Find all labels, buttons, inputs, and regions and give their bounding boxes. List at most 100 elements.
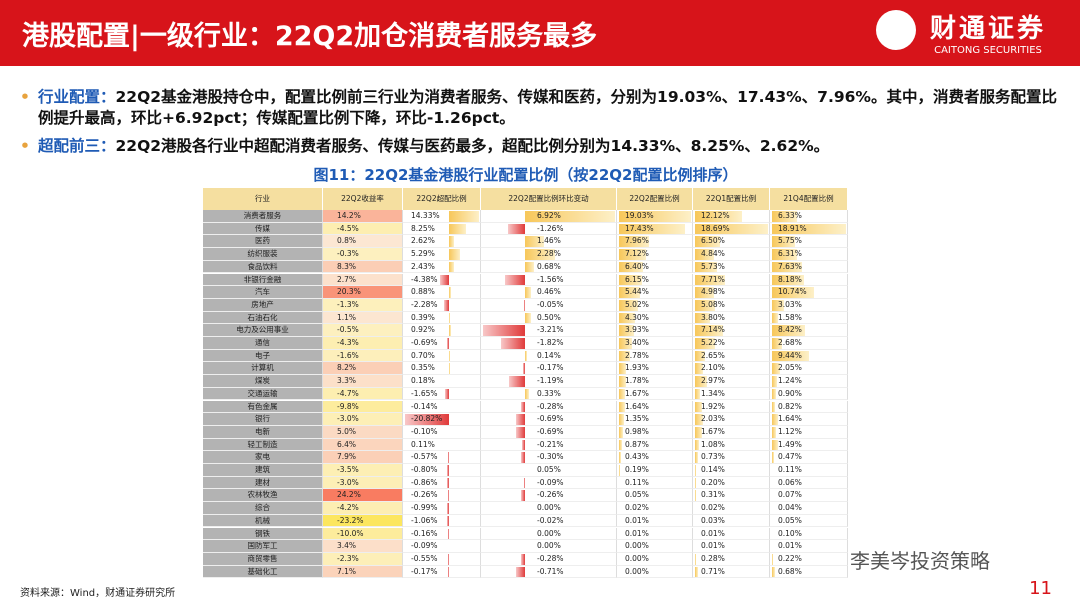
cell-text: 0.00%: [537, 503, 561, 513]
bullet: • 行业配置：22Q2基金港股持仓中，配置比例前三行业为消费者服务、传媒和医药，分…: [20, 88, 1057, 127]
cell: 0.39%: [403, 311, 481, 325]
cell-text: 3.93%: [625, 325, 649, 335]
cell: 2.43%: [403, 260, 481, 274]
cell: -0.69%: [481, 413, 617, 426]
cell: 2.78%: [617, 349, 693, 363]
cell-text: 5.02%: [625, 299, 649, 309]
cell: 7.96%: [617, 235, 693, 249]
cell: 2.65%: [693, 349, 770, 363]
cell: 3.80%: [693, 311, 770, 325]
cell: 0.11%: [403, 438, 481, 452]
cell: 2.10%: [693, 362, 770, 376]
logo-en: CAITONG SECURITIES: [934, 45, 1042, 56]
cell: 9.44%: [770, 349, 848, 363]
cell-text: 2.7%: [337, 274, 357, 284]
cell-text: -20.82%: [411, 414, 443, 424]
cell: 18.91%: [770, 222, 848, 236]
data-bar: [515, 414, 525, 425]
cell-text: 2.43%: [411, 261, 435, 271]
cell-text: -0.17%: [537, 363, 564, 373]
cell: 1.35%: [617, 413, 693, 426]
data-bar: [619, 401, 626, 413]
cell: 1.12%: [770, 425, 848, 439]
cell-text: 电力及公用事业: [236, 325, 289, 335]
cell: 5.75%: [770, 235, 848, 249]
data-bar: [447, 553, 449, 565]
cell: -0.69%: [403, 337, 481, 350]
data-bar: [619, 274, 643, 286]
cell-text: 综合: [255, 503, 270, 513]
cell: 非银行金融: [203, 273, 323, 287]
data-bar: [448, 211, 479, 222]
cell-text: -0.28%: [537, 401, 564, 411]
cell-text: -0.28%: [537, 553, 564, 563]
data-bar: [509, 376, 525, 387]
cell: 0.01%: [693, 527, 770, 541]
cell: -0.57%: [403, 451, 481, 464]
cell-text: 6.40%: [625, 261, 649, 271]
cell-text: -0.69%: [411, 338, 438, 347]
cell-text: 7.1%: [337, 566, 357, 576]
cell-text: 0.43%: [625, 452, 649, 462]
cell-text: 0.18%: [411, 376, 435, 386]
cell-text: 0.00%: [625, 566, 649, 576]
data-bar: [447, 338, 449, 349]
cell-text: -0.71%: [537, 566, 564, 576]
cell-text: -3.0%: [337, 414, 359, 424]
data-bar: [448, 312, 450, 324]
cell-text: 9.44%: [778, 350, 802, 360]
cell: 煤炭: [203, 375, 323, 388]
cell: -1.19%: [481, 375, 617, 388]
cell: 国防军工: [203, 540, 323, 553]
cell-text: 4.30%: [625, 312, 649, 322]
cell-text: 0.11%: [778, 465, 802, 474]
cell-text: -1.06%: [411, 515, 438, 525]
cell-text: -0.21%: [537, 439, 564, 449]
data-bar: [695, 261, 718, 273]
data-bar: [695, 338, 716, 349]
cell-text: 0.33%: [537, 388, 561, 398]
cell-text: 传媒: [255, 223, 270, 233]
cell-text: 0.06%: [778, 477, 802, 487]
cell: 0.88%: [403, 286, 481, 299]
cell: 0.20%: [693, 476, 770, 490]
data-bar: [619, 299, 638, 311]
cell: 7.12%: [617, 248, 693, 261]
table-caption: 图11：22Q2基金港股行业配置比例（按22Q2配置比例排序）: [313, 166, 738, 184]
cell: 7.9%: [323, 451, 403, 464]
cell: -0.10%: [403, 425, 481, 439]
cell: 综合: [203, 502, 323, 515]
data-bar: [695, 274, 726, 286]
cell: 5.0%: [323, 425, 403, 439]
cell-text: 0.70%: [411, 350, 435, 360]
cell-text: 1.67%: [625, 388, 649, 398]
cell: 0.11%: [617, 476, 693, 490]
cell: 0.04%: [770, 502, 848, 515]
logo: 财通证券 CAITONG SECURITIES: [875, 8, 1046, 56]
data-bar: [772, 426, 777, 438]
data-bar: [619, 439, 623, 451]
cell: 0.19%: [617, 464, 693, 477]
cell-text: 0.05%: [778, 515, 802, 525]
data-bar: [619, 388, 626, 400]
cell-text: -0.09%: [411, 541, 438, 551]
cell: 2.68%: [770, 337, 848, 350]
cell: 7.1%: [323, 565, 403, 579]
cell-text: 5.29%: [411, 249, 435, 259]
cell-text: 0.14%: [701, 465, 725, 474]
data-bar: [772, 325, 805, 336]
cell-text: 1.58%: [778, 312, 802, 322]
data-bar: [772, 388, 776, 400]
cell-text: 0.03%: [701, 515, 725, 525]
cell-text: 14.33%: [411, 211, 440, 220]
cell: 0.03%: [693, 514, 770, 528]
cell: -1.26%: [481, 222, 617, 236]
data-bar: [448, 249, 460, 260]
data-bar: [772, 363, 781, 375]
cell-text: 1.92%: [701, 401, 725, 411]
cell-text: 0.01%: [625, 528, 649, 538]
cell-text: 0.90%: [778, 388, 802, 398]
cell: 传媒: [203, 222, 323, 236]
cell-text: -4.3%: [337, 338, 359, 347]
data-bar: [772, 287, 815, 298]
